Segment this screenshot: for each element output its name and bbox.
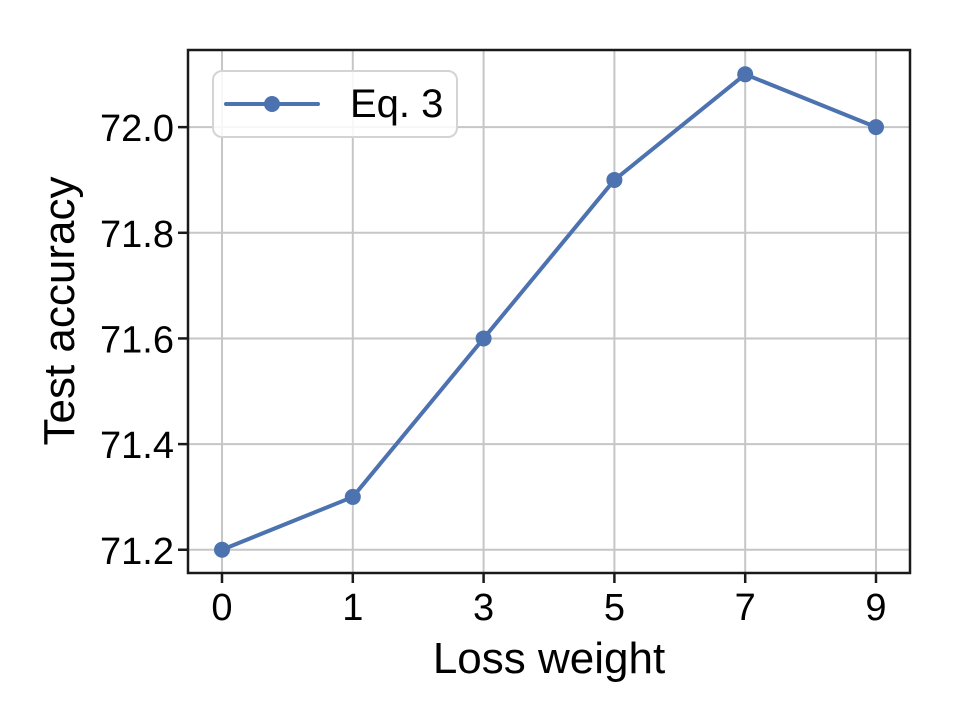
legend-label: Eq. 3 xyxy=(350,81,444,126)
x-tick-label: 5 xyxy=(604,587,625,629)
plot-border xyxy=(186,48,912,575)
legend-line-marker-icon xyxy=(224,96,320,112)
data-point-marker xyxy=(606,171,623,188)
data-point-marker xyxy=(344,488,361,505)
y-tick-label: 71.2 xyxy=(100,531,174,573)
y-axis-label: Test accuracy xyxy=(35,176,84,446)
x-axis-label: Loss weight xyxy=(432,634,666,683)
x-tick-label: 7 xyxy=(735,587,756,629)
x-tick-label: 3 xyxy=(473,587,494,629)
y-tick-label: 72.0 xyxy=(100,108,174,150)
series-line xyxy=(220,72,878,552)
y-tick-label: 71.4 xyxy=(100,425,174,467)
x-tick-label: 1 xyxy=(342,587,363,629)
y-tick-label: 71.8 xyxy=(100,214,174,256)
legend-marker xyxy=(264,96,280,112)
x-tick-label: 0 xyxy=(211,587,232,629)
y-tick-label: 71.6 xyxy=(100,319,174,361)
data-point-marker xyxy=(475,330,492,347)
x-tick-label: 9 xyxy=(865,587,886,629)
data-point-marker xyxy=(214,541,230,558)
legend: Eq. 3 xyxy=(212,70,458,138)
data-point-marker xyxy=(737,66,754,83)
data-point-marker xyxy=(868,119,884,136)
